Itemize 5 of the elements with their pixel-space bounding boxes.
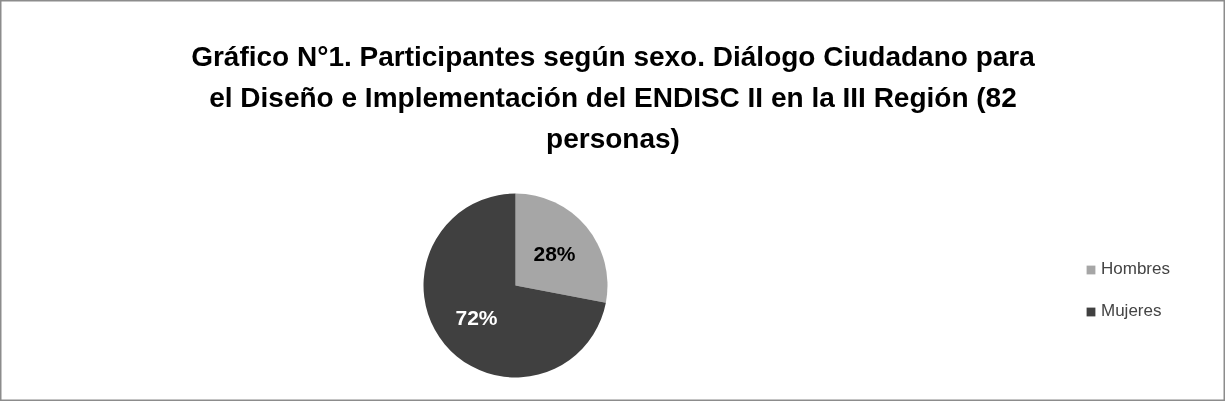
data-label: 72% xyxy=(455,306,498,330)
chart-title: Gráfico N°1. Participantes según sexo. Diálogo Ciudadano para el Diseño e Implementación del ENDISC II en la III Región (82 personas) xyxy=(191,41,1036,154)
data-label: 28% xyxy=(533,241,576,265)
legend-label: Hombres xyxy=(1101,259,1170,279)
legend-label: Mujeres xyxy=(1101,301,1162,321)
